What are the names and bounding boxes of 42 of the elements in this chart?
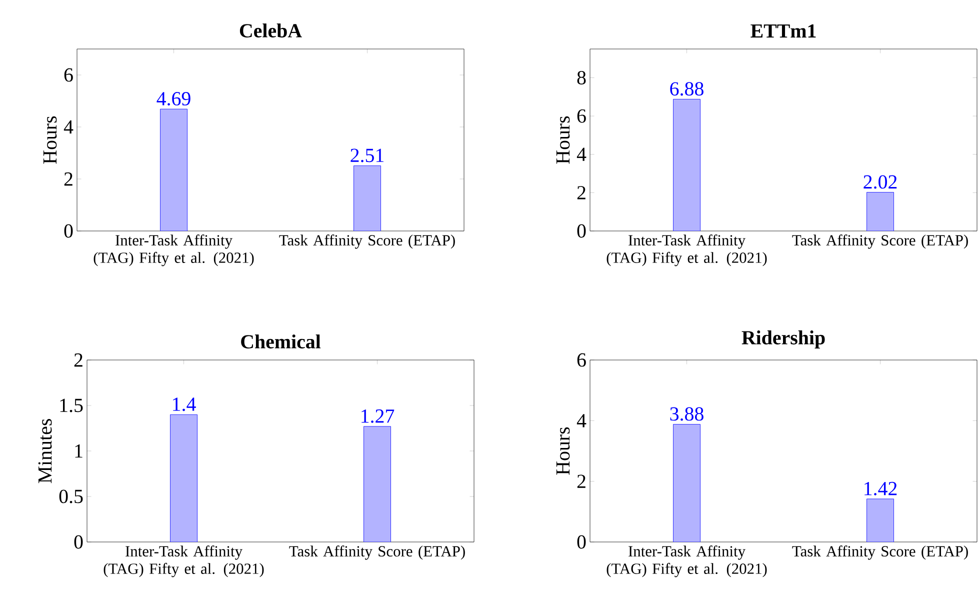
y-axis-title: Hours bbox=[556, 116, 570, 164]
data-label: 6.88 bbox=[670, 82, 704, 96]
y-tick-label: 0 bbox=[577, 224, 586, 238]
x-tick-label: Task Affinity Score (ETAP) bbox=[279, 234, 455, 249]
y-tick-label: 8 bbox=[577, 71, 586, 84]
chart-title: Chemical bbox=[241, 334, 321, 348]
y-axis-title: Minutes bbox=[38, 419, 52, 484]
y-tick-label: 1.5 bbox=[60, 398, 83, 412]
y-tick-label: 6 bbox=[577, 109, 586, 123]
y-tick-label: 2 bbox=[577, 474, 586, 488]
y-tick-label: 4 bbox=[64, 120, 74, 134]
data-label: 2.02 bbox=[864, 175, 897, 189]
y-axis-title: Hours bbox=[43, 116, 57, 164]
data-label: 4.69 bbox=[156, 92, 190, 106]
chart-title: CelebA bbox=[240, 23, 302, 38]
x-tick-label: Inter-Task Affinity (TAG) Fifty et al. (2021) bbox=[104, 546, 264, 578]
data-label: 2.51 bbox=[350, 148, 384, 162]
y-tick-label: 0 bbox=[74, 535, 83, 549]
chart-title: ETTm1 bbox=[750, 24, 816, 38]
y-tick-label: 4 bbox=[576, 414, 586, 428]
y-tick-label: 2 bbox=[577, 186, 586, 200]
y-tick-label: 0 bbox=[64, 224, 73, 238]
data-label: 3.88 bbox=[670, 407, 704, 421]
data-label: 1.42 bbox=[864, 482, 897, 496]
x-tick-label: Task Affinity Score (ETAP) bbox=[289, 546, 465, 560]
y-axis-title: Hours bbox=[556, 427, 570, 475]
x-tick-label: Inter-Task Affinity (TAG) Fifty et al. (2021) bbox=[94, 234, 254, 266]
x-tick-label: Task Affinity Score (ETAP) bbox=[792, 546, 968, 560]
y-tick-label: 2 bbox=[64, 172, 72, 186]
x-tick-label: Inter-Task Affinity (TAG) Fifty et al. (2021) bbox=[606, 546, 767, 578]
y-tick-label: 4 bbox=[576, 148, 586, 161]
y-tick-label: 2 bbox=[74, 353, 82, 367]
y-tick-label: 0 bbox=[577, 535, 586, 549]
y-tick-label: 0.5 bbox=[59, 490, 83, 504]
x-tick-label: Inter-Task Affinity (TAG) Fifty et al. (2021) bbox=[606, 234, 767, 266]
y-tick-label: 1 bbox=[75, 444, 82, 458]
data-label: 1.4 bbox=[173, 398, 196, 412]
y-tick-label: 6 bbox=[577, 353, 586, 367]
chart-title: Ridership bbox=[742, 330, 825, 348]
x-tick-label: Task Affinity Score (ETAP) bbox=[792, 234, 968, 249]
data-label: 1.27 bbox=[362, 409, 394, 423]
y-tick-label: 6 bbox=[64, 68, 73, 82]
